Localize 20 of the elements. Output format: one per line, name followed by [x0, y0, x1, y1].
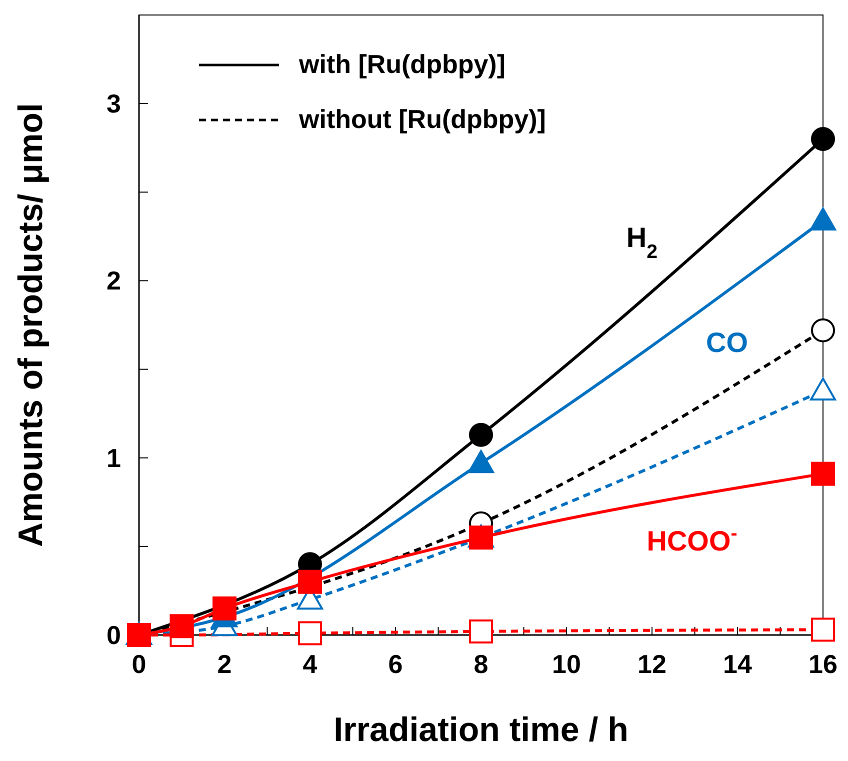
series-label: H$_{2}$: [626, 222, 658, 263]
x-axis-title: Irradiation time / h: [334, 711, 628, 749]
annotation: without [Ru(dpbpy)]: [298, 104, 546, 134]
x-tick-label: 12: [638, 649, 666, 679]
y-tick-label: 3: [106, 88, 121, 119]
series-label: CO: [706, 326, 748, 358]
x-tick-label: 10: [552, 649, 581, 679]
y-tick-label: 2: [106, 266, 121, 296]
x-tick-label: 16: [808, 649, 838, 679]
x-tick-label: 2: [217, 649, 232, 679]
x-tick-label: 8: [474, 649, 488, 679]
x-tick-label: 4: [302, 649, 318, 679]
y-axis-title: Amounts of products/ μmol: [12, 103, 50, 547]
x-tick-label: 6: [388, 649, 403, 679]
annotation: with [Ru(dpbpy)]: [298, 49, 506, 79]
x-tick-label: 0: [132, 649, 146, 679]
y-tick-label: 0: [106, 620, 121, 650]
x-tick-label: 14: [723, 649, 752, 679]
y-tick-label: 1: [106, 442, 121, 473]
series-label: HCOO$^{-}$: [646, 522, 738, 557]
